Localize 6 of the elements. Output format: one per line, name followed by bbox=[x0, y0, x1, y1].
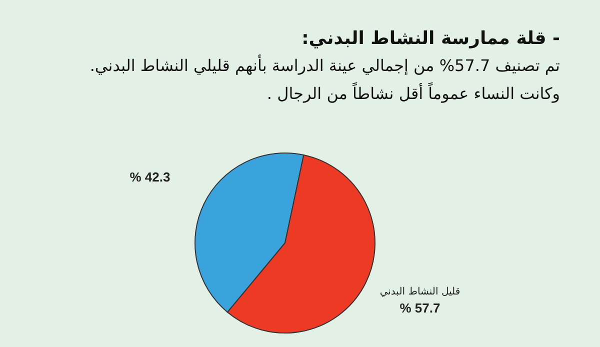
data-label: % 42.3 bbox=[130, 170, 170, 185]
data-label: % 57.7 bbox=[400, 300, 440, 316]
chart-title: - قلة ممارسة النشاط البدني: bbox=[300, 27, 560, 51]
chart-subtitle: تم تصنيف 57.7% من إجمالي عينة الدراسة بأنهم قليلي النشاط البدني. bbox=[88, 54, 560, 77]
slice-label: قليل النشاط البدني bbox=[380, 286, 460, 298]
text: وكانت النساء عموماً أقل نشاطاً من الرجال . bbox=[266, 81, 560, 105]
